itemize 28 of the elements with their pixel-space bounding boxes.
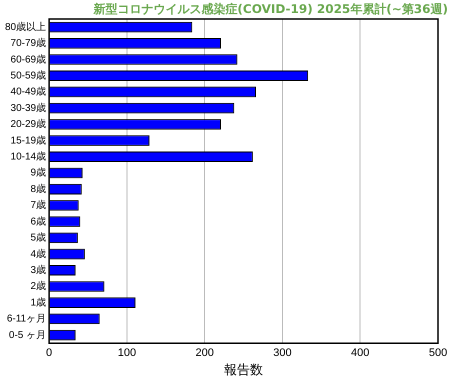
x-tick-label: 500 (428, 346, 448, 359)
x-axis-title: 報告数 (224, 362, 264, 377)
chart-title: 新型コロナウイルス感染症(COVID-19) 2025年累計(~第36週) (93, 1, 448, 18)
y-tick-label: 0-5 ヶ月 (8, 330, 46, 341)
x-tick-label: 200 (195, 346, 214, 359)
y-tick-label: 50-59歳 (10, 69, 46, 82)
y-tick-label: 60-69歳 (10, 53, 46, 66)
y-tick-label: 9歳 (30, 166, 46, 179)
y-tick-label: 3歳 (30, 264, 46, 276)
y-tick-label: 20-29歳 (10, 118, 46, 130)
x-tick-label: 100 (118, 346, 136, 359)
x-tick-label: 400 (351, 346, 370, 359)
y-tick-label: 80歳以上 (5, 20, 46, 33)
y-tick-label: 40-49歳 (10, 86, 46, 98)
y-tick-label: 2歳 (30, 280, 46, 292)
y-tick-label: 6歳 (30, 215, 46, 228)
y-tick-label: 6-11ヶ月 (6, 314, 46, 325)
x-tick-label: 0 (46, 346, 52, 359)
y-tick-label: 5歳 (30, 232, 46, 244)
y-tick-label: 4歳 (30, 248, 46, 260)
y-tick-label: 15-19歳 (10, 134, 46, 146)
y-tick-label: 8歳 (30, 182, 46, 195)
y-tick-label: 30-39歳 (10, 102, 46, 114)
y-tick-label: 7歳 (30, 199, 46, 212)
y-tick-label: 1歳 (30, 296, 46, 308)
x-tick-label: 300 (273, 346, 292, 359)
y-tick-label: 70-79歳 (10, 37, 46, 50)
y-tick-label: 10-14歳 (10, 150, 46, 163)
